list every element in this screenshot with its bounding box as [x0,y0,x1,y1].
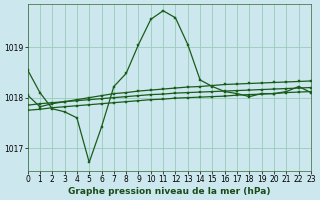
X-axis label: Graphe pression niveau de la mer (hPa): Graphe pression niveau de la mer (hPa) [68,187,270,196]
